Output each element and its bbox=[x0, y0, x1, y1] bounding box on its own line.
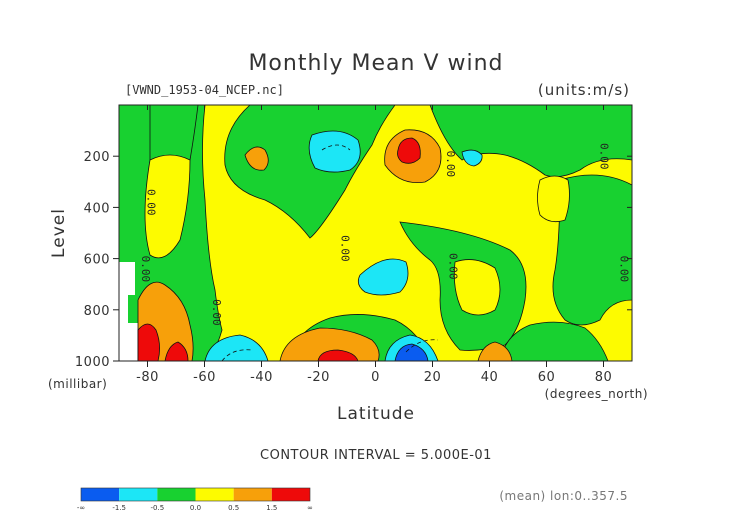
x-tick-label: 80 bbox=[595, 370, 613, 385]
footer-text: (mean) lon:0..357.5 bbox=[499, 489, 628, 503]
x-unit-label: (degrees_north) bbox=[545, 387, 648, 401]
region-orange-bottom bbox=[279, 327, 380, 361]
x-tick-label: -20 bbox=[307, 370, 330, 385]
x-tick-label: 20 bbox=[424, 370, 442, 385]
contour-label: 0.00 bbox=[598, 143, 611, 170]
colorbar-swatch bbox=[233, 488, 272, 501]
colorbar-swatch bbox=[195, 488, 234, 501]
region-green-upper-right bbox=[429, 105, 632, 178]
region-yellow-right-top bbox=[537, 175, 570, 223]
region-red-top bbox=[397, 137, 421, 164]
x-axis-label: Latitude bbox=[337, 404, 415, 424]
contour-label: 0.00 bbox=[618, 256, 631, 283]
colorbar-label: -1.5 bbox=[112, 504, 126, 512]
colorbar-label: ∞ bbox=[307, 504, 313, 512]
region-cyan-top bbox=[308, 130, 361, 173]
region-yellow-left-pocket bbox=[144, 154, 191, 259]
y-axis-label: Level bbox=[49, 208, 69, 258]
contour-label: 0.00 bbox=[145, 189, 158, 216]
dataset-label: [VWND_1953-04_NCEP.nc] bbox=[125, 83, 284, 97]
contour-dashed-3 bbox=[405, 339, 439, 353]
region-red-bottom bbox=[317, 349, 359, 361]
x-ticks: -80 -60 -40 -20 0 20 40 60 80 bbox=[136, 105, 612, 385]
x-tick-label: 40 bbox=[481, 370, 499, 385]
contour-interval: CONTOUR INTERVAL = 5.000E-01 bbox=[260, 448, 492, 463]
region-cyan-small bbox=[461, 149, 483, 167]
contour-label: 0.00 bbox=[444, 151, 457, 178]
contour-label: 0.00 bbox=[447, 253, 460, 280]
region-cyan-mid bbox=[357, 258, 409, 296]
contour-label: 0.00 bbox=[338, 235, 351, 261]
region-red-left bbox=[137, 323, 160, 361]
contour-label: 0.00 bbox=[139, 256, 152, 283]
colorbar-label: 0.5 bbox=[228, 504, 239, 512]
x-tick-label: -80 bbox=[136, 370, 159, 385]
contour-field bbox=[119, 105, 632, 361]
colorbar-frame bbox=[80, 487, 311, 502]
y-unit-label: (millibar) bbox=[48, 377, 107, 391]
region-green-right bbox=[552, 174, 632, 326]
region-missing bbox=[119, 262, 138, 361]
contour-dashed-1 bbox=[321, 144, 351, 151]
region-blue-bottom bbox=[394, 343, 429, 361]
y-tick-label: 200 bbox=[84, 150, 110, 165]
colorbar-swatch bbox=[271, 488, 310, 501]
contour-labels: 0.00 0.00 0.00 0.00 0.00 0.00 0.00 0.00 bbox=[139, 143, 631, 326]
x-tick-label: -60 bbox=[193, 370, 216, 385]
region-orange-small bbox=[244, 146, 269, 171]
colorbar-swatch bbox=[81, 488, 120, 501]
y-tick-label: 1000 bbox=[75, 355, 110, 370]
units-label: (units:m/s) bbox=[538, 81, 630, 99]
region-cyan-bottom-left bbox=[204, 334, 269, 361]
colorbar-label: 1.5 bbox=[266, 504, 277, 512]
region-orange-bottom-right bbox=[477, 341, 513, 361]
region-green-bottom-right bbox=[499, 321, 609, 361]
contour-dashed-2 bbox=[221, 349, 253, 361]
region-red-left-2 bbox=[164, 341, 189, 361]
colorbar-label: -∞ bbox=[77, 504, 85, 512]
colorbar-label: -0.5 bbox=[150, 504, 164, 512]
region-yellow-mid-pocket bbox=[453, 259, 501, 316]
colorbar-swatch bbox=[157, 488, 196, 501]
x-tick-label: 0 bbox=[371, 370, 380, 385]
y-ticks: 200 400 600 800 1000 bbox=[75, 150, 632, 370]
y-tick-label: 800 bbox=[84, 304, 110, 319]
x-tick-label: -40 bbox=[250, 370, 273, 385]
region-green-top-left bbox=[149, 105, 199, 161]
y-tick-label: 600 bbox=[84, 253, 110, 268]
y-tick-label: 400 bbox=[84, 201, 110, 216]
contour-label: 0.00 bbox=[210, 299, 223, 326]
colorbar-label: 0.0 bbox=[190, 504, 201, 512]
chart-title: Monthly Mean V wind bbox=[248, 51, 503, 76]
x-tick-label: 60 bbox=[538, 370, 556, 385]
colorbar: -∞ -1.5 -0.5 0.0 0.5 1.5 ∞ bbox=[77, 487, 313, 512]
colorbar-swatch bbox=[119, 488, 158, 501]
